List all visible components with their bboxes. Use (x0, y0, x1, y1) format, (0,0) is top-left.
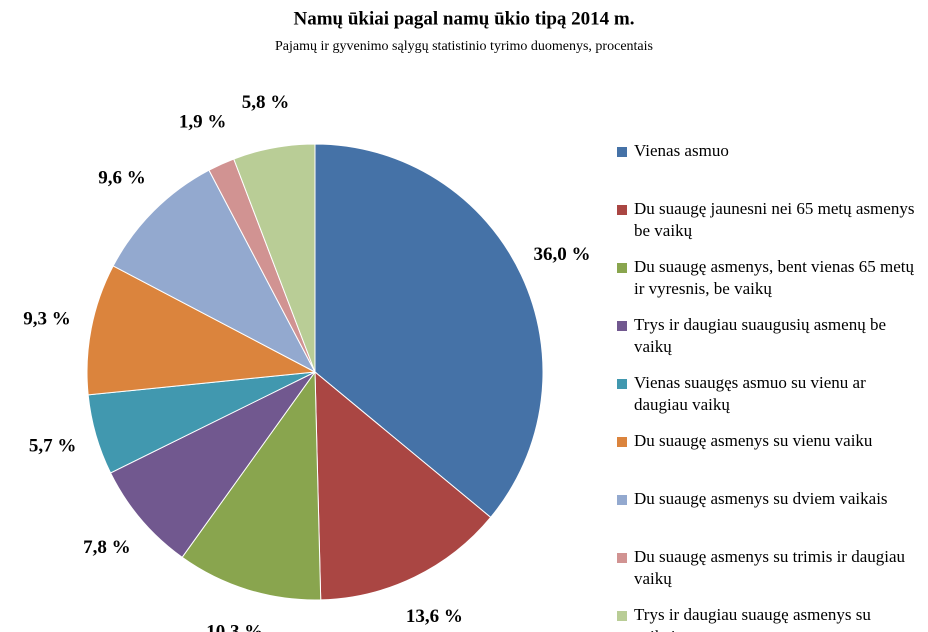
pie-slice (314, 143, 544, 519)
legend-item: Du suaugę jaunesni nei 65 metų asmenys b… (617, 198, 922, 256)
legend-swatch (617, 437, 627, 447)
data-label: 1,9 % (179, 112, 227, 133)
legend-swatch (617, 553, 627, 563)
legend-item: Vienas suaugęs asmuo su vienu ar daugiau… (617, 372, 922, 430)
legend-swatch (617, 611, 627, 621)
legend-label: Vienas asmuo (634, 141, 729, 160)
pie-slice (233, 143, 316, 373)
pie-slice (181, 370, 322, 601)
chart-subtitle: Pajamų ir gyvenimo sąlygų statistinio ty… (275, 39, 653, 54)
legend-item: Trys ir daugiau suaugę asmenys su vaikai… (617, 604, 922, 632)
pie-slice (112, 169, 317, 374)
legend-label: Du suaugę asmenys su vienu vaiku (634, 431, 873, 450)
legend-label: Trys ir daugiau suaugę asmenys su vaikai… (634, 605, 871, 632)
legend-swatch (617, 147, 627, 157)
pie-slice (109, 371, 316, 558)
legend-item: Trys ir daugiau suaugusių asmenų be vaik… (617, 314, 922, 372)
legend-item: Du suaugę asmenys, bent vienas 65 metų i… (617, 256, 922, 314)
legend-swatch (617, 495, 627, 505)
legend-item: Vienas asmuo (617, 140, 922, 198)
chart-title: Namų ūkiai pagal namų ūkio tipą 2014 m. (293, 8, 634, 29)
legend-label: Du suaugę jaunesni nei 65 metų asmenys b… (634, 199, 915, 240)
pie-slice (86, 265, 317, 396)
legend-item: Du suaugę asmenys su trimis ir daugiau v… (617, 546, 922, 604)
legend-label: Du suaugę asmenys, bent vienas 65 metų i… (634, 257, 914, 298)
pie-slice (314, 370, 492, 601)
data-label: 5,7 % (29, 436, 77, 457)
legend-item: Du suaugę asmenys su dviem vaikais (617, 488, 922, 546)
legend-label: Du suaugę asmenys su dviem vaikais (634, 489, 888, 508)
legend-label: Vienas suaugęs asmuo su vienu ar daugiau… (634, 373, 866, 414)
legend: Vienas asmuo Du suaugę jaunesni nei 65 me… (617, 140, 922, 632)
legend-label: Trys ir daugiau suaugusių asmenų be vaik… (634, 315, 886, 356)
data-label: 7,8 % (83, 537, 131, 558)
data-label: 13,6 % (406, 606, 463, 627)
legend-label: Du suaugę asmenys su trimis ir daugiau v… (634, 547, 906, 588)
legend-item: Du suaugę asmenys su vienu vaiku (617, 430, 922, 488)
data-label: 36,0 % (534, 244, 591, 265)
legend-swatch (617, 321, 627, 331)
data-label: 10,3 % (206, 621, 263, 632)
legend-swatch (617, 263, 627, 273)
data-label: 9,3 % (23, 308, 71, 329)
legend-swatch (617, 205, 627, 215)
data-label: 9,6 % (98, 167, 146, 188)
data-label: 5,8 % (242, 92, 290, 113)
legend-swatch (617, 379, 627, 389)
